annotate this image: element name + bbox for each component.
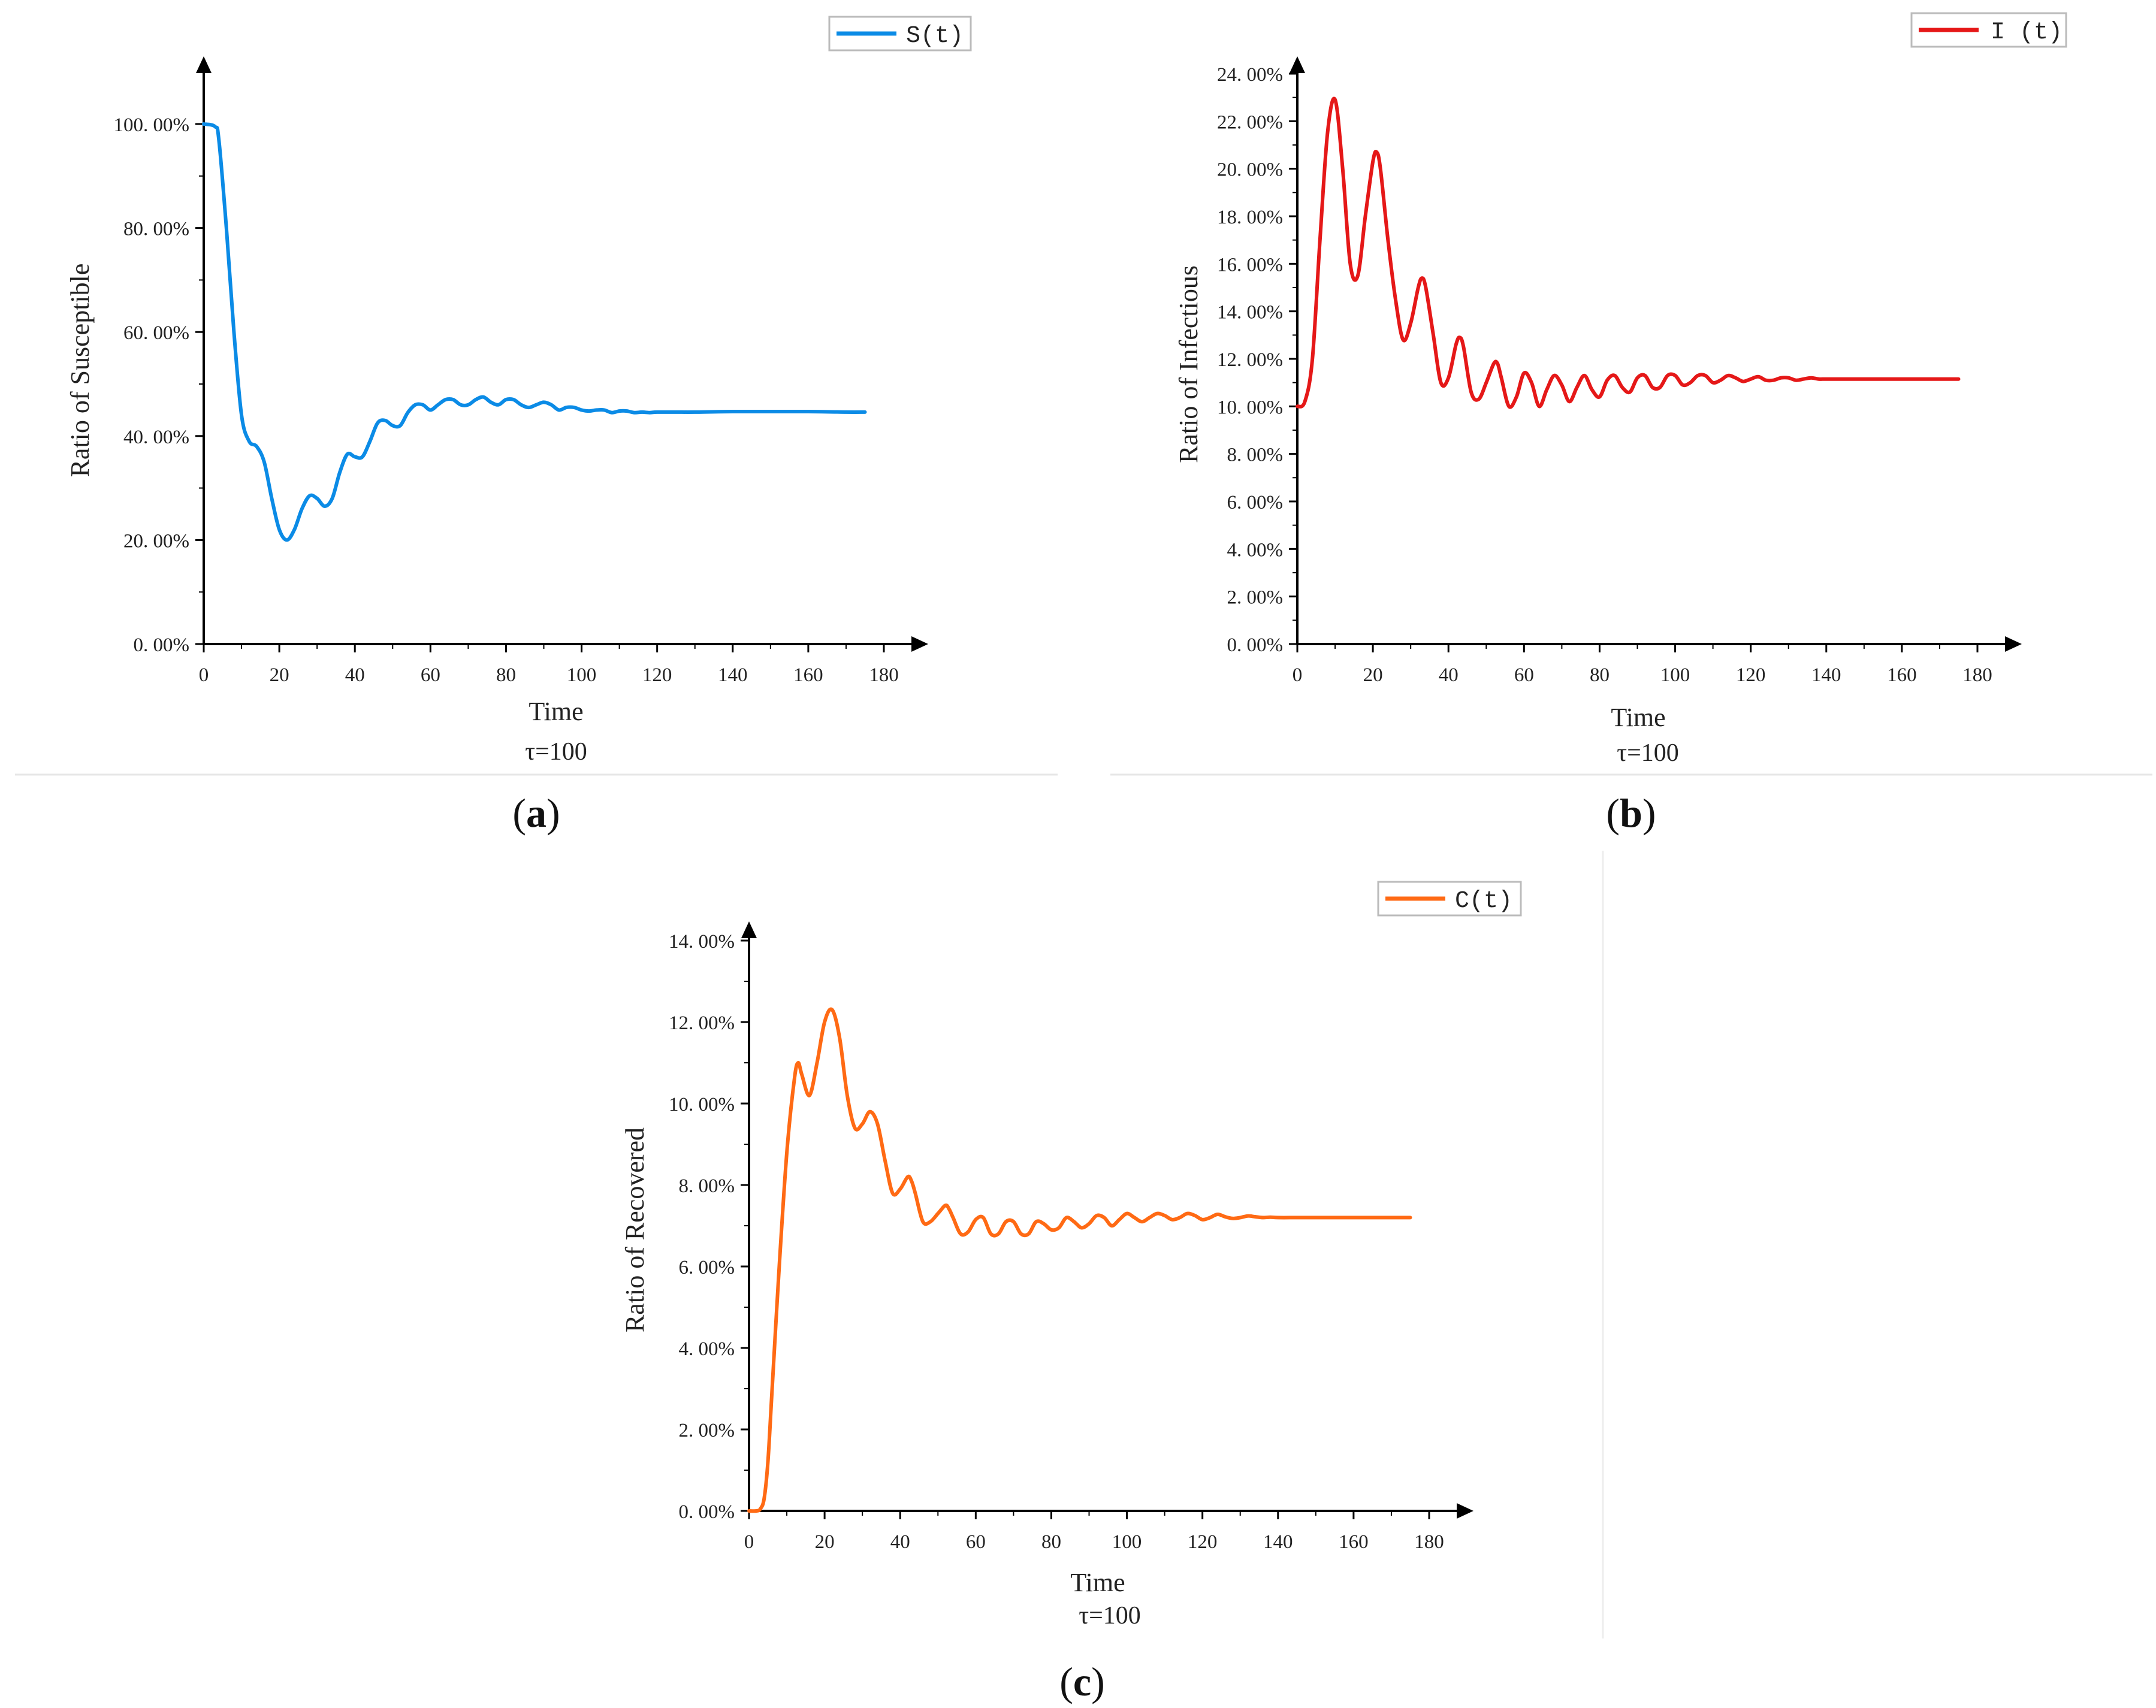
panel-b-y-tick-label: 12. 00% [1217, 349, 1283, 371]
panel-b-x-tick-label: 160 [1887, 664, 1917, 686]
panel-b-x-tick-label: 60 [1514, 664, 1534, 686]
panel-a-x-tick-label: 120 [642, 664, 672, 686]
panel-b-y-tick-label: 0. 00% [1227, 634, 1284, 656]
panel-a-x-tick-label: 140 [718, 664, 748, 686]
panel-b: 0 20 40 60 80 100 120 140 160 180 0. 00% 2. 00% 4. 0… [1110, 12, 2152, 836]
panel-b-y-tick-label: 22. 00% [1217, 111, 1283, 133]
panel-b-y-axis-title: Ratio of Infectious [1174, 265, 1203, 463]
panel-c-x-tick-label: 20 [815, 1531, 835, 1553]
panel-c-x-axis-title: Time [1070, 1568, 1125, 1597]
panel-b-x-axis-title: Time [1611, 703, 1665, 732]
panel-b-y-tick-label: 20. 00% [1217, 159, 1283, 181]
panel-b-y-axis-arrow [1290, 56, 1305, 73]
panel-a-y-tick-label: 60. 00% [123, 322, 189, 344]
panel-b-y-tick-label: 4. 00% [1227, 539, 1284, 561]
panel-a-caption-letter: a [526, 790, 546, 836]
panel-b-legend: I (t) [1910, 12, 2067, 48]
panel-c-y-tick-label: 10. 00% [669, 1094, 735, 1116]
panel-c-y-tick-label: 2. 00% [679, 1420, 735, 1441]
panel-b-y-tick-label: 14. 00% [1217, 302, 1283, 324]
panel-a-x-tick-label: 20 [270, 664, 289, 686]
panel-b-x-tick-label: 40 [1439, 664, 1459, 686]
panel-a-x-tick-label: 180 [869, 664, 899, 686]
panel-c-caption-letter: c [1073, 1659, 1091, 1704]
panel-c-series-line [747, 1007, 1412, 1513]
panel-c-y-tick-label: 0. 00% [679, 1501, 735, 1523]
panel-a-caption: (a) [512, 790, 560, 836]
panel-a-y-tick-label: 0. 00% [134, 634, 190, 656]
panel-a-y-tick-label: 40. 00% [123, 427, 189, 448]
panel-a-y-axis-title: Ratio of Susceptible [65, 264, 95, 477]
panel-b-legend-label: I (t) [1991, 19, 2063, 46]
panel-c-y-tick-label: 8. 00% [679, 1175, 735, 1197]
panel-a-series-line [202, 122, 867, 542]
panel-c-x-tick-label: 60 [966, 1531, 986, 1553]
panel-c-y-tick-label: 14. 00% [669, 931, 735, 953]
panel-a-x-axis-title: Time [529, 697, 583, 726]
panel-c-x-tick-label: 80 [1041, 1531, 1061, 1553]
panel-b-x-tick-label: 180 [1962, 664, 1992, 686]
panel-c-x-tick-label: 100 [1112, 1531, 1142, 1553]
panel-b-caption: (b) [1606, 790, 1656, 836]
panel-c-x-tick-label: 180 [1414, 1531, 1444, 1553]
panel-c-plot-area: 0 20 40 60 80 100 120 140 160 180 0. 00% 2. 00% 4. 0… [669, 921, 1473, 1553]
panel-a-y-tick-label: 20. 00% [123, 530, 189, 552]
panel-b-x-tick-label: 80 [1590, 664, 1610, 686]
panel-a-x-axis-arrow [911, 636, 928, 652]
panel-b-plot-area: 0 20 40 60 80 100 120 140 160 180 0. 00% 2. 00% 4. 0… [1217, 56, 2022, 686]
panel-c-y-axis-title: Ratio of Recovered [620, 1127, 650, 1332]
panel-a-plot-area: 0 20 40 60 80 100 120 140 160 180 0. 00% 20. 00% 40.… [114, 56, 928, 686]
panel-b-y-tick-label: 6. 00% [1227, 492, 1284, 513]
panel-b-x-tick-label: 100 [1660, 664, 1690, 686]
panel-c: 0 20 40 60 80 100 120 140 160 180 0. 00% 2. 00% 4. 0… [620, 851, 1604, 1704]
panel-b-x-tick-label: 140 [1811, 664, 1841, 686]
panel-a-subtitle: τ=100 [525, 738, 587, 766]
panel-a-legend-label: S(t) [906, 23, 964, 50]
panel-a: 0 20 40 60 80 100 120 140 160 180 0. 00% 20. 00% 40.… [15, 16, 1058, 836]
panel-b-x-tick-label: 0 [1293, 664, 1303, 686]
panel-b-subtitle: τ=100 [1617, 739, 1679, 767]
panel-c-legend-label: C(t) [1455, 888, 1512, 915]
panel-b-y-tick-label: 2. 00% [1227, 587, 1284, 609]
panel-b-caption-letter: b [1620, 790, 1642, 836]
panel-b-x-axis-arrow [2005, 636, 2022, 652]
panel-b-y-tick-label: 24. 00% [1217, 64, 1283, 86]
panel-c-y-tick-label: 12. 00% [669, 1012, 735, 1034]
panel-c-x-tick-label: 140 [1263, 1531, 1293, 1553]
panel-c-y-tick-label: 4. 00% [679, 1338, 735, 1360]
panel-a-y-tick-label: 100. 00% [114, 114, 190, 136]
panel-c-legend: C(t) [1377, 881, 1522, 917]
panel-b-y-tick-label: 8. 00% [1227, 445, 1284, 466]
panel-b-y-tick-label: 10. 00% [1217, 397, 1283, 418]
panel-a-y-tick-label: 80. 00% [123, 219, 189, 240]
panel-a-x-tick-label: 40 [345, 664, 365, 686]
panel-c-x-axis-arrow [1457, 1503, 1473, 1519]
panel-a-y-axis-arrow [196, 56, 212, 73]
panel-c-y-axis-arrow [741, 921, 757, 938]
panel-c-x-tick-label: 160 [1339, 1531, 1369, 1553]
panel-b-y-tick-label: 16. 00% [1217, 254, 1283, 276]
panel-c-x-tick-label: 0 [744, 1531, 754, 1553]
panel-c-x-tick-label: 40 [890, 1531, 910, 1553]
panel-a-x-tick-label: 160 [793, 664, 823, 686]
panel-a-x-tick-label: 60 [421, 664, 440, 686]
panel-b-series-line [1296, 96, 1961, 409]
panel-a-x-tick-label: 80 [496, 664, 516, 686]
panel-a-x-tick-label: 100 [567, 664, 597, 686]
panel-a-x-tick-label: 0 [199, 664, 209, 686]
panel-c-y-tick-label: 6. 00% [679, 1257, 735, 1278]
panel-c-x-tick-label: 120 [1188, 1531, 1218, 1553]
panel-c-subtitle: τ=100 [1079, 1602, 1141, 1630]
panel-a-legend: S(t) [828, 16, 972, 52]
panel-c-caption: (c) [1059, 1659, 1105, 1704]
panel-b-x-tick-label: 120 [1736, 664, 1766, 686]
panel-b-x-tick-label: 20 [1363, 664, 1383, 686]
panel-b-y-tick-label: 18. 00% [1217, 207, 1283, 228]
